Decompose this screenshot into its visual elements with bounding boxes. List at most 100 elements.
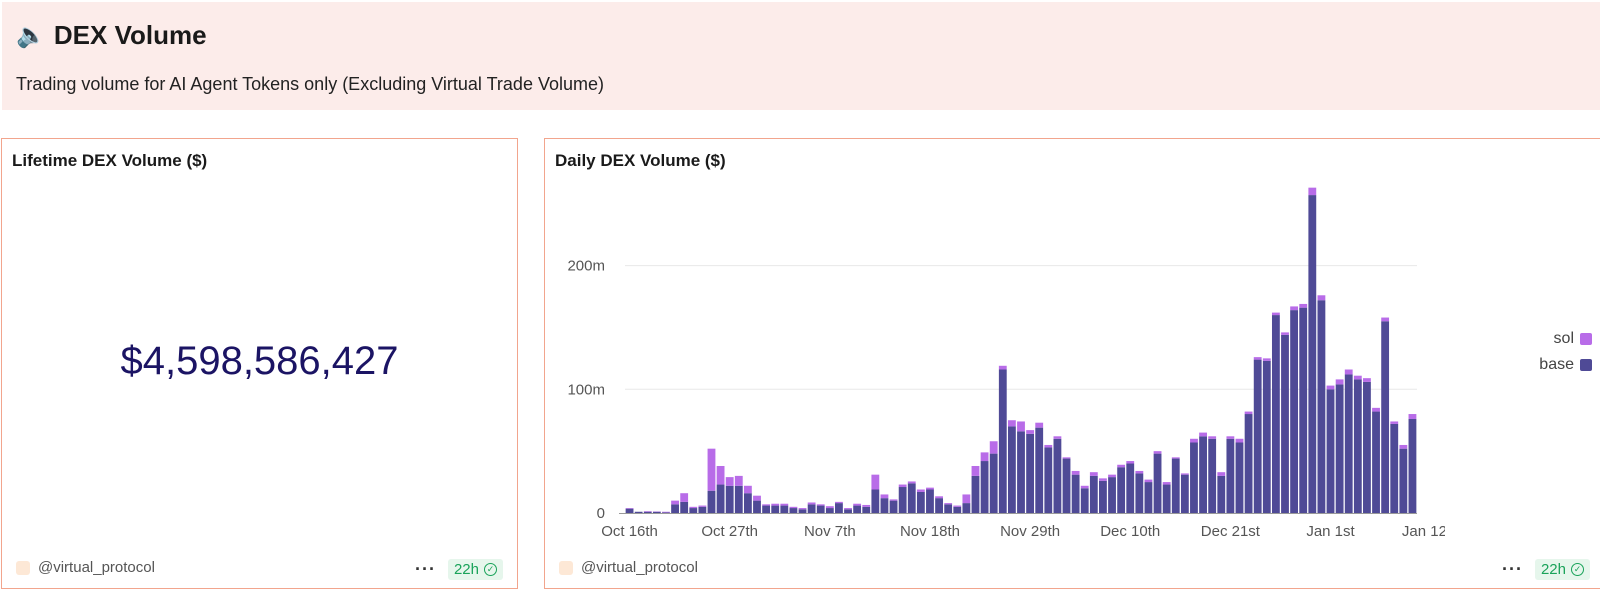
bar-base — [1235, 442, 1244, 513]
check-circle-icon: ✓ — [1571, 563, 1584, 576]
bar-sol — [1244, 411, 1253, 415]
bar-base — [1335, 384, 1344, 513]
bar-sol — [1162, 482, 1171, 485]
bar-base — [807, 504, 816, 513]
bar-sol — [1126, 461, 1135, 464]
bar-base — [998, 369, 1007, 513]
bar-sol — [1053, 436, 1062, 439]
bar-base — [1171, 458, 1180, 513]
bar-base — [1363, 381, 1371, 513]
bar-sol — [1408, 414, 1417, 419]
x-tick-label: Oct 16th — [601, 523, 658, 540]
legend-item-base[interactable]: base — [1539, 355, 1592, 375]
bar-base — [1053, 438, 1062, 513]
x-tick-label: Oct 27th — [701, 523, 758, 540]
bar-base — [1244, 414, 1253, 513]
bar-base — [1299, 307, 1308, 513]
bar-sol — [1217, 472, 1226, 476]
lifetime-volume-card: Lifetime DEX Volume ($) $4,598,586,427 @… — [1, 138, 518, 589]
bar-sol — [1190, 438, 1198, 443]
bar-base — [953, 506, 962, 513]
bar-sol — [1007, 420, 1016, 427]
card-author[interactable]: @virtual_protocol — [16, 559, 155, 576]
bar-sol — [789, 506, 798, 509]
more-options-button[interactable]: ··· — [1501, 559, 1523, 579]
avatar — [559, 560, 573, 575]
bar-base — [825, 508, 834, 513]
bar-sol — [1326, 385, 1335, 390]
bar-base — [780, 505, 789, 513]
card-author[interactable]: @virtual_protocol — [559, 559, 698, 576]
bar-sol — [898, 484, 907, 488]
bar-sol — [971, 465, 980, 476]
bar-sol — [1144, 479, 1153, 483]
legend-label: sol — [1553, 330, 1574, 347]
y-tick-label: 200m — [567, 258, 605, 275]
card-title: Daily DEX Volume ($) — [555, 151, 726, 170]
y-tick-label: 0 — [597, 505, 605, 522]
bar-base — [1217, 475, 1226, 513]
bar-sol — [1335, 379, 1344, 385]
bar-sol — [1199, 432, 1207, 437]
bar-base — [1208, 438, 1217, 513]
bar-sol — [707, 448, 716, 491]
legend-item-sol[interactable]: sol — [1539, 329, 1592, 349]
bar-base — [1226, 438, 1235, 513]
bar-base — [680, 501, 689, 513]
bar-base — [643, 511, 652, 513]
bar-sol — [1226, 436, 1235, 439]
bar-base — [1390, 423, 1399, 513]
header-title-row: 🔈 DEX Volume — [16, 20, 207, 51]
freshness-badge[interactable]: 22h ✓ — [1534, 559, 1590, 580]
bar-sol — [1344, 369, 1353, 375]
bar-sol — [753, 495, 761, 501]
bar-sol — [1390, 421, 1399, 424]
bar-base — [1162, 484, 1171, 513]
bar-base — [1044, 447, 1053, 513]
bar-sol — [734, 475, 743, 486]
bar-sol — [1135, 470, 1144, 474]
bar-sol — [1372, 407, 1380, 412]
bar-sol — [1089, 472, 1098, 476]
bar-sol — [1271, 312, 1280, 316]
bar-sol — [1363, 378, 1371, 382]
bar-sol — [1235, 438, 1244, 443]
bar-base — [753, 500, 761, 513]
legend-swatch — [1580, 333, 1592, 345]
bar-sol — [1026, 430, 1035, 434]
bar-base — [907, 483, 916, 513]
card-title: Lifetime DEX Volume ($) — [12, 151, 208, 170]
bar-sol — [1080, 485, 1089, 489]
x-tick-label: Dec 21st — [1201, 523, 1261, 540]
bar-sol — [1208, 436, 1217, 439]
bar-base — [844, 509, 852, 513]
more-options-button[interactable]: ··· — [414, 559, 436, 579]
bar-base — [798, 509, 807, 513]
bar-base — [1026, 433, 1035, 513]
page-title: DEX Volume — [53, 20, 207, 50]
bar-base — [871, 489, 880, 513]
avatar — [16, 560, 30, 575]
bar-base — [1135, 473, 1144, 513]
daily-volume-chart: 0 100m 200m Oct 16th Oct 27th Nov 7th Nov 18th… — [567, 187, 1445, 540]
bar-base — [944, 504, 953, 513]
bar-sol — [725, 477, 734, 486]
bar-sol — [780, 503, 789, 506]
bar-base — [1308, 195, 1317, 513]
bar-base — [1089, 475, 1098, 513]
bar-base — [1326, 389, 1335, 513]
bar-sol — [743, 485, 752, 494]
daily-volume-card: Daily DEX Volume ($) 0 100m 200m Oct 16th Oc… — [544, 138, 1600, 589]
bar-sol — [1062, 457, 1071, 459]
x-tick-label: Nov 29th — [1000, 523, 1060, 540]
bar-base — [725, 485, 734, 513]
bar-base — [853, 505, 862, 513]
bar-sol — [1281, 332, 1289, 335]
page-subtitle: Trading volume for AI Agent Tokens only … — [16, 74, 604, 94]
bar-base — [1199, 436, 1207, 513]
bar-sol — [625, 508, 634, 509]
bar-base — [935, 498, 943, 513]
freshness-badge[interactable]: 22h ✓ — [447, 559, 503, 580]
dashboard-header: 🔈 DEX Volume Trading volume for AI Agent… — [2, 2, 1600, 110]
bar-base — [1062, 458, 1071, 513]
